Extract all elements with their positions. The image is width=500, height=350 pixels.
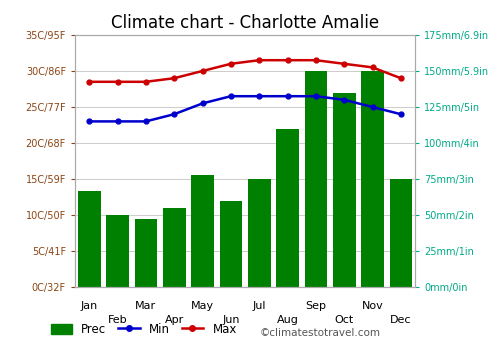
Text: Nov: Nov xyxy=(362,301,384,311)
Text: Jul: Jul xyxy=(252,301,266,311)
Text: Jun: Jun xyxy=(222,315,240,325)
Bar xyxy=(220,201,242,287)
Text: Aug: Aug xyxy=(276,315,298,325)
Text: Mar: Mar xyxy=(136,301,156,311)
Text: Dec: Dec xyxy=(390,315,411,325)
Bar xyxy=(333,93,355,287)
Text: Jan: Jan xyxy=(80,301,98,311)
Text: Apr: Apr xyxy=(164,315,184,325)
Bar xyxy=(304,71,327,287)
Bar xyxy=(191,175,214,287)
Text: Oct: Oct xyxy=(334,315,354,325)
Bar xyxy=(163,208,186,287)
Text: Feb: Feb xyxy=(108,315,128,325)
Bar xyxy=(248,179,270,287)
Text: ©climatestotravel.com: ©climatestotravel.com xyxy=(260,328,381,338)
Legend: Prec, Min, Max: Prec, Min, Max xyxy=(46,318,242,341)
Bar xyxy=(134,219,157,287)
Bar xyxy=(276,128,299,287)
Text: Sep: Sep xyxy=(306,301,326,311)
Title: Climate chart - Charlotte Amalie: Climate chart - Charlotte Amalie xyxy=(111,14,379,32)
Bar xyxy=(106,215,129,287)
Bar xyxy=(361,71,384,287)
Bar xyxy=(78,190,100,287)
Bar xyxy=(390,179,412,287)
Text: May: May xyxy=(191,301,214,311)
